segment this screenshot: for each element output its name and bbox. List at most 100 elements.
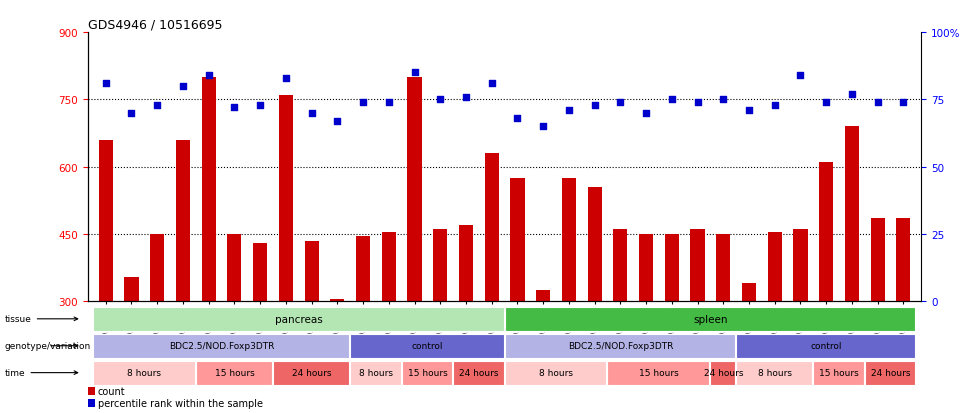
Point: [407, 70, 422, 76]
Bar: [665, 235, 679, 301]
Bar: [125, 277, 138, 301]
Point: [330, 118, 345, 125]
Bar: [254, 243, 267, 301]
Bar: [279, 96, 292, 301]
Bar: [459, 225, 473, 301]
Bar: [896, 219, 911, 301]
Point: [253, 102, 268, 109]
Bar: [273, 361, 349, 385]
Text: 24 hours: 24 hours: [704, 368, 743, 377]
Bar: [767, 232, 782, 301]
Point: [484, 81, 499, 87]
Text: 15 hours: 15 hours: [639, 368, 679, 377]
Text: BDC2.5/NOD.Foxp3DTR: BDC2.5/NOD.Foxp3DTR: [567, 342, 673, 350]
Bar: [227, 235, 242, 301]
Text: pancreas: pancreas: [275, 314, 323, 324]
Bar: [613, 230, 628, 301]
Bar: [736, 361, 812, 385]
Bar: [93, 307, 503, 331]
Point: [278, 75, 293, 82]
Point: [612, 100, 628, 106]
Text: time: time: [5, 368, 78, 377]
Point: [304, 110, 320, 117]
Bar: [865, 361, 916, 385]
Bar: [356, 237, 370, 301]
Point: [741, 108, 757, 114]
Text: control: control: [810, 342, 842, 350]
Bar: [98, 140, 113, 301]
Text: 8 hours: 8 hours: [359, 368, 393, 377]
Bar: [510, 178, 525, 301]
Point: [226, 105, 242, 112]
Bar: [742, 284, 756, 301]
Bar: [505, 307, 916, 331]
Text: 24 hours: 24 hours: [459, 368, 498, 377]
Text: spleen: spleen: [693, 314, 727, 324]
Bar: [196, 361, 272, 385]
Point: [149, 102, 165, 109]
Bar: [794, 230, 807, 301]
Point: [870, 100, 885, 106]
Text: count: count: [98, 386, 126, 396]
Point: [433, 97, 448, 104]
Text: 15 hours: 15 hours: [819, 368, 859, 377]
Text: genotype/variation: genotype/variation: [5, 342, 91, 350]
Point: [639, 110, 654, 117]
Point: [844, 91, 860, 98]
Point: [716, 97, 731, 104]
Text: control: control: [411, 342, 443, 350]
Point: [458, 94, 474, 101]
Bar: [717, 235, 730, 301]
Point: [98, 81, 113, 87]
Bar: [844, 127, 859, 301]
Text: 24 hours: 24 hours: [292, 368, 332, 377]
Text: 15 hours: 15 hours: [214, 368, 254, 377]
Point: [689, 100, 705, 106]
Text: 8 hours: 8 hours: [758, 368, 792, 377]
Point: [124, 110, 139, 117]
Bar: [607, 361, 710, 385]
Text: GDS4946 / 10516695: GDS4946 / 10516695: [88, 19, 222, 32]
Text: tissue: tissue: [5, 315, 78, 323]
Bar: [453, 361, 503, 385]
Bar: [88, 387, 95, 395]
Bar: [304, 241, 319, 301]
Bar: [485, 154, 499, 301]
Bar: [93, 334, 349, 358]
Bar: [202, 78, 215, 301]
Bar: [88, 399, 95, 406]
Point: [176, 83, 191, 90]
Bar: [536, 290, 550, 301]
Bar: [871, 219, 884, 301]
Point: [767, 102, 783, 109]
Bar: [402, 361, 452, 385]
Point: [355, 100, 370, 106]
Point: [381, 100, 397, 106]
Text: 15 hours: 15 hours: [408, 368, 448, 377]
Bar: [711, 361, 735, 385]
Point: [818, 100, 834, 106]
Bar: [150, 235, 165, 301]
Bar: [736, 334, 916, 358]
Text: 8 hours: 8 hours: [539, 368, 573, 377]
Text: 24 hours: 24 hours: [871, 368, 911, 377]
Point: [896, 100, 912, 106]
Point: [561, 108, 576, 114]
Point: [510, 116, 526, 122]
Text: 8 hours: 8 hours: [128, 368, 161, 377]
Bar: [562, 178, 576, 301]
Point: [535, 123, 551, 130]
Point: [587, 102, 603, 109]
Bar: [350, 361, 401, 385]
Bar: [505, 334, 735, 358]
Bar: [350, 334, 503, 358]
Bar: [176, 140, 190, 301]
Bar: [93, 361, 195, 385]
Bar: [639, 235, 653, 301]
Bar: [819, 163, 834, 301]
Bar: [331, 299, 344, 301]
Bar: [433, 230, 448, 301]
Point: [201, 73, 216, 79]
Point: [664, 97, 680, 104]
Bar: [690, 230, 705, 301]
